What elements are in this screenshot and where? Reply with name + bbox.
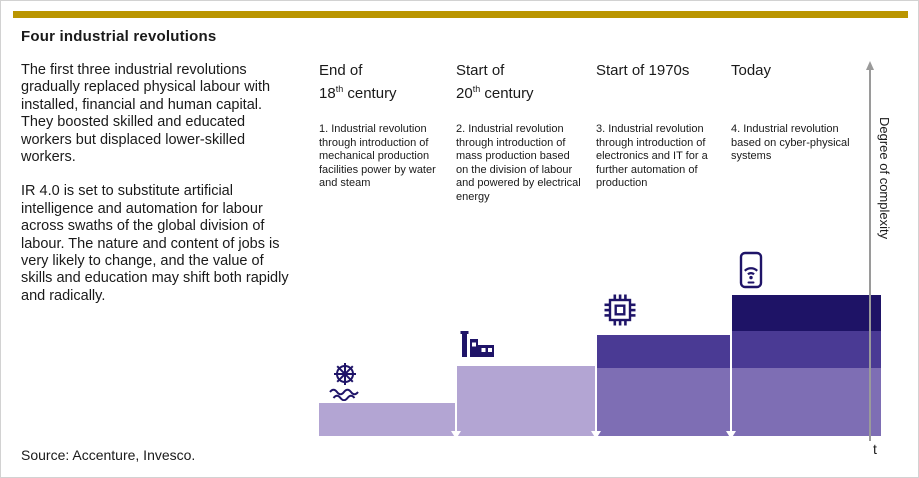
column-header: Start of 1970s [596,61,722,80]
separator-arrow-down-3 [726,111,736,439]
intro-paragraph-1: The first three industrial revolutions g… [21,62,271,166]
source-note: Source: Accenture, Invesco. [21,447,196,463]
column-header-line1: End of [319,62,363,79]
column-header-line1: Today [731,62,772,79]
separator-arrow-down-2 [591,111,601,439]
column-header: End of 18th century [319,61,445,103]
column-description: 3. Industrial revolution through introdu… [596,123,708,189]
y-axis-label: Degree of complexity [877,117,892,240]
bar-segment-revolution-4 [731,368,881,436]
column-header-line1: Start of [456,62,505,79]
column-description: 2. Industrial revolution through introdu… [456,123,581,203]
bar-segment-revolution-2 [456,366,596,436]
separator-arrow-down-1 [451,111,461,439]
step-bars [319,61,881,436]
chart-column-revolution-4: Today 4. Industrial revolution based on … [731,61,869,162]
chart-column-revolution-3: Start of 1970s 3. Industrial revolution … [596,61,722,189]
chip-icon [603,293,637,327]
column-description: 1. Industrial revolution through introdu… [319,123,436,189]
column-description: 4. Industrial revolution based on cyber-… [731,123,850,162]
y-axis-line [866,61,874,441]
column-header: Today [731,61,869,80]
bar-segment-revolution-3 [596,335,731,368]
water-wheel-icon [327,361,363,402]
bar-segment-revolution-1 [319,403,456,436]
factory-icon [459,329,495,361]
column-header: Start of 20th century [456,61,584,103]
accent-bar [13,11,908,18]
intro-text: The first three industrial revolutions g… [21,62,289,322]
column-header-line1: Start of 1970s [596,62,690,79]
bar-segment-revolution-4 [731,295,881,331]
chart-column-revolution-2: Start of 20th century 2. Industrial revo… [456,61,584,203]
column-header-line2: 18th century [319,84,397,102]
smartphone-wifi-icon [738,251,764,291]
intro-paragraph-2: IR 4.0 is set to substitute artificial i… [21,183,289,304]
chart-area: End of 18th century 1. Industrial revolu… [319,61,885,446]
column-header-line2: 20th century [456,84,534,102]
x-axis-label: t [873,441,877,457]
bar-segment-revolution-3 [596,368,731,436]
bar-segment-revolution-4 [731,331,881,368]
page-title: Four industrial revolutions [21,28,217,45]
chart-column-revolution-1: End of 18th century 1. Industrial revolu… [319,61,445,189]
